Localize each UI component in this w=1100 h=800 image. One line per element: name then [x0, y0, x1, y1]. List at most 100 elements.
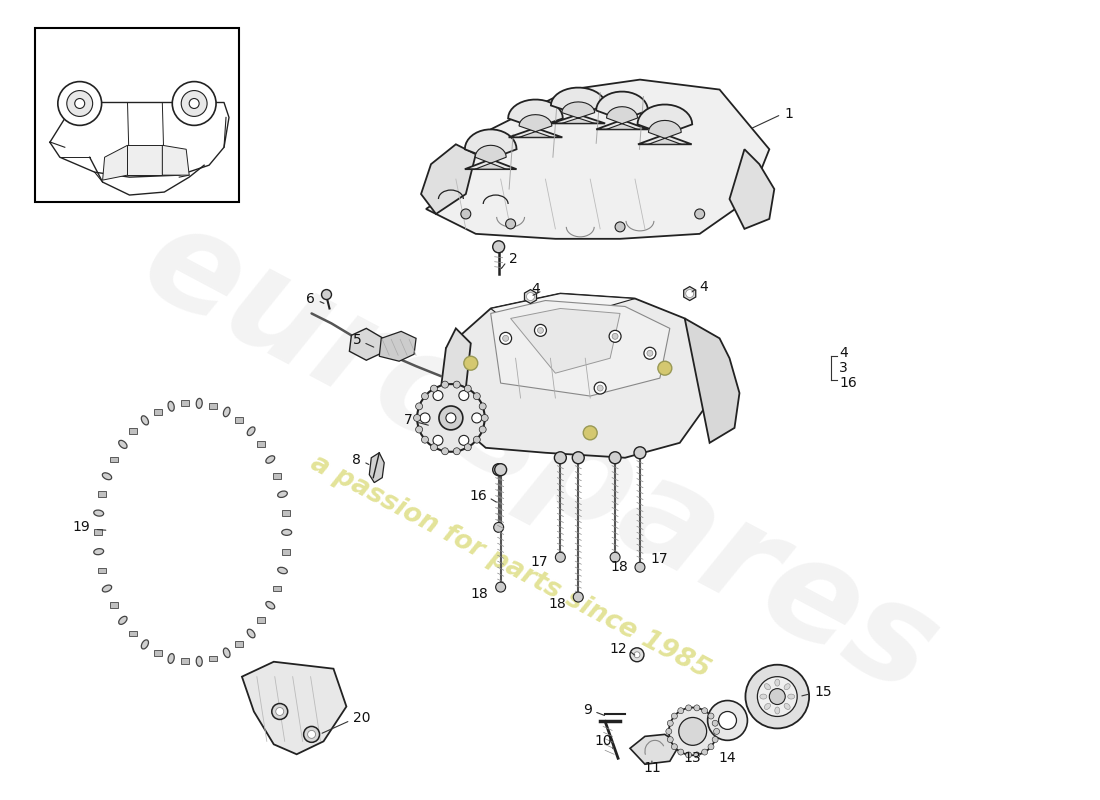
Ellipse shape — [764, 703, 770, 710]
Ellipse shape — [119, 616, 126, 624]
Polygon shape — [519, 114, 552, 138]
Circle shape — [572, 452, 584, 464]
Bar — [235, 418, 243, 423]
Bar — [282, 549, 289, 554]
Circle shape — [694, 705, 700, 711]
Bar — [282, 510, 289, 516]
Circle shape — [707, 701, 747, 740]
Bar — [154, 650, 162, 656]
Circle shape — [417, 384, 485, 452]
Circle shape — [554, 452, 566, 464]
Bar — [129, 630, 138, 637]
Bar — [35, 28, 239, 202]
Polygon shape — [242, 662, 346, 754]
Ellipse shape — [277, 567, 287, 574]
Circle shape — [272, 703, 288, 719]
Circle shape — [473, 436, 481, 443]
Circle shape — [433, 390, 443, 401]
Circle shape — [493, 464, 505, 476]
Ellipse shape — [223, 648, 230, 658]
Circle shape — [58, 82, 101, 126]
Circle shape — [712, 720, 718, 726]
Polygon shape — [508, 99, 563, 138]
Circle shape — [712, 737, 718, 742]
Bar — [257, 442, 265, 447]
Text: 13: 13 — [684, 751, 702, 766]
Circle shape — [668, 737, 673, 742]
Polygon shape — [606, 106, 638, 130]
Circle shape — [769, 689, 785, 705]
Ellipse shape — [119, 440, 126, 449]
Circle shape — [506, 219, 516, 229]
Circle shape — [708, 713, 714, 719]
Ellipse shape — [248, 427, 255, 435]
Text: 11: 11 — [644, 762, 661, 775]
Text: 4: 4 — [531, 282, 540, 295]
Circle shape — [671, 744, 678, 750]
Polygon shape — [648, 121, 681, 144]
Text: 14: 14 — [718, 751, 736, 766]
Ellipse shape — [784, 684, 790, 690]
Circle shape — [472, 413, 482, 423]
Circle shape — [430, 385, 438, 392]
Text: 12: 12 — [609, 642, 627, 656]
Ellipse shape — [223, 407, 230, 417]
Text: 3: 3 — [839, 361, 848, 375]
Bar — [235, 642, 243, 647]
Circle shape — [473, 393, 481, 400]
Circle shape — [453, 448, 460, 454]
Circle shape — [679, 718, 706, 746]
Ellipse shape — [282, 530, 292, 535]
Text: 1: 1 — [784, 107, 793, 122]
Text: eurospares: eurospares — [121, 192, 960, 723]
Ellipse shape — [774, 707, 780, 714]
Circle shape — [480, 403, 486, 410]
Polygon shape — [441, 328, 471, 408]
Bar — [110, 602, 118, 608]
Text: 8: 8 — [352, 453, 361, 466]
Bar — [182, 400, 189, 406]
Circle shape — [414, 414, 420, 422]
Ellipse shape — [141, 416, 149, 425]
Circle shape — [746, 665, 810, 729]
Text: 18: 18 — [610, 560, 628, 574]
Circle shape — [527, 293, 535, 301]
Circle shape — [420, 413, 430, 423]
Polygon shape — [350, 328, 383, 360]
Circle shape — [421, 393, 429, 400]
Circle shape — [321, 290, 331, 299]
Bar — [257, 618, 265, 623]
Circle shape — [493, 241, 505, 253]
Circle shape — [556, 552, 565, 562]
Text: 5: 5 — [353, 334, 361, 347]
Circle shape — [499, 332, 512, 344]
Circle shape — [685, 752, 692, 758]
Circle shape — [615, 222, 625, 232]
Ellipse shape — [196, 398, 202, 408]
Circle shape — [433, 435, 443, 446]
Circle shape — [446, 413, 455, 423]
Circle shape — [630, 648, 644, 662]
Circle shape — [685, 290, 694, 298]
Circle shape — [421, 436, 429, 443]
Circle shape — [678, 708, 684, 714]
Circle shape — [441, 448, 449, 454]
Ellipse shape — [764, 684, 770, 690]
Circle shape — [612, 334, 618, 339]
Circle shape — [669, 707, 716, 755]
Text: 4: 4 — [700, 279, 708, 294]
Circle shape — [597, 385, 603, 391]
Ellipse shape — [774, 679, 780, 686]
Text: 16: 16 — [469, 489, 486, 502]
Circle shape — [718, 711, 737, 730]
Circle shape — [494, 522, 504, 532]
Circle shape — [416, 426, 422, 433]
Circle shape — [538, 327, 543, 334]
Circle shape — [702, 749, 707, 755]
Circle shape — [635, 562, 645, 572]
Polygon shape — [684, 318, 739, 443]
Circle shape — [644, 347, 656, 359]
Polygon shape — [379, 331, 416, 362]
Circle shape — [634, 652, 640, 658]
Text: 7: 7 — [405, 413, 414, 427]
